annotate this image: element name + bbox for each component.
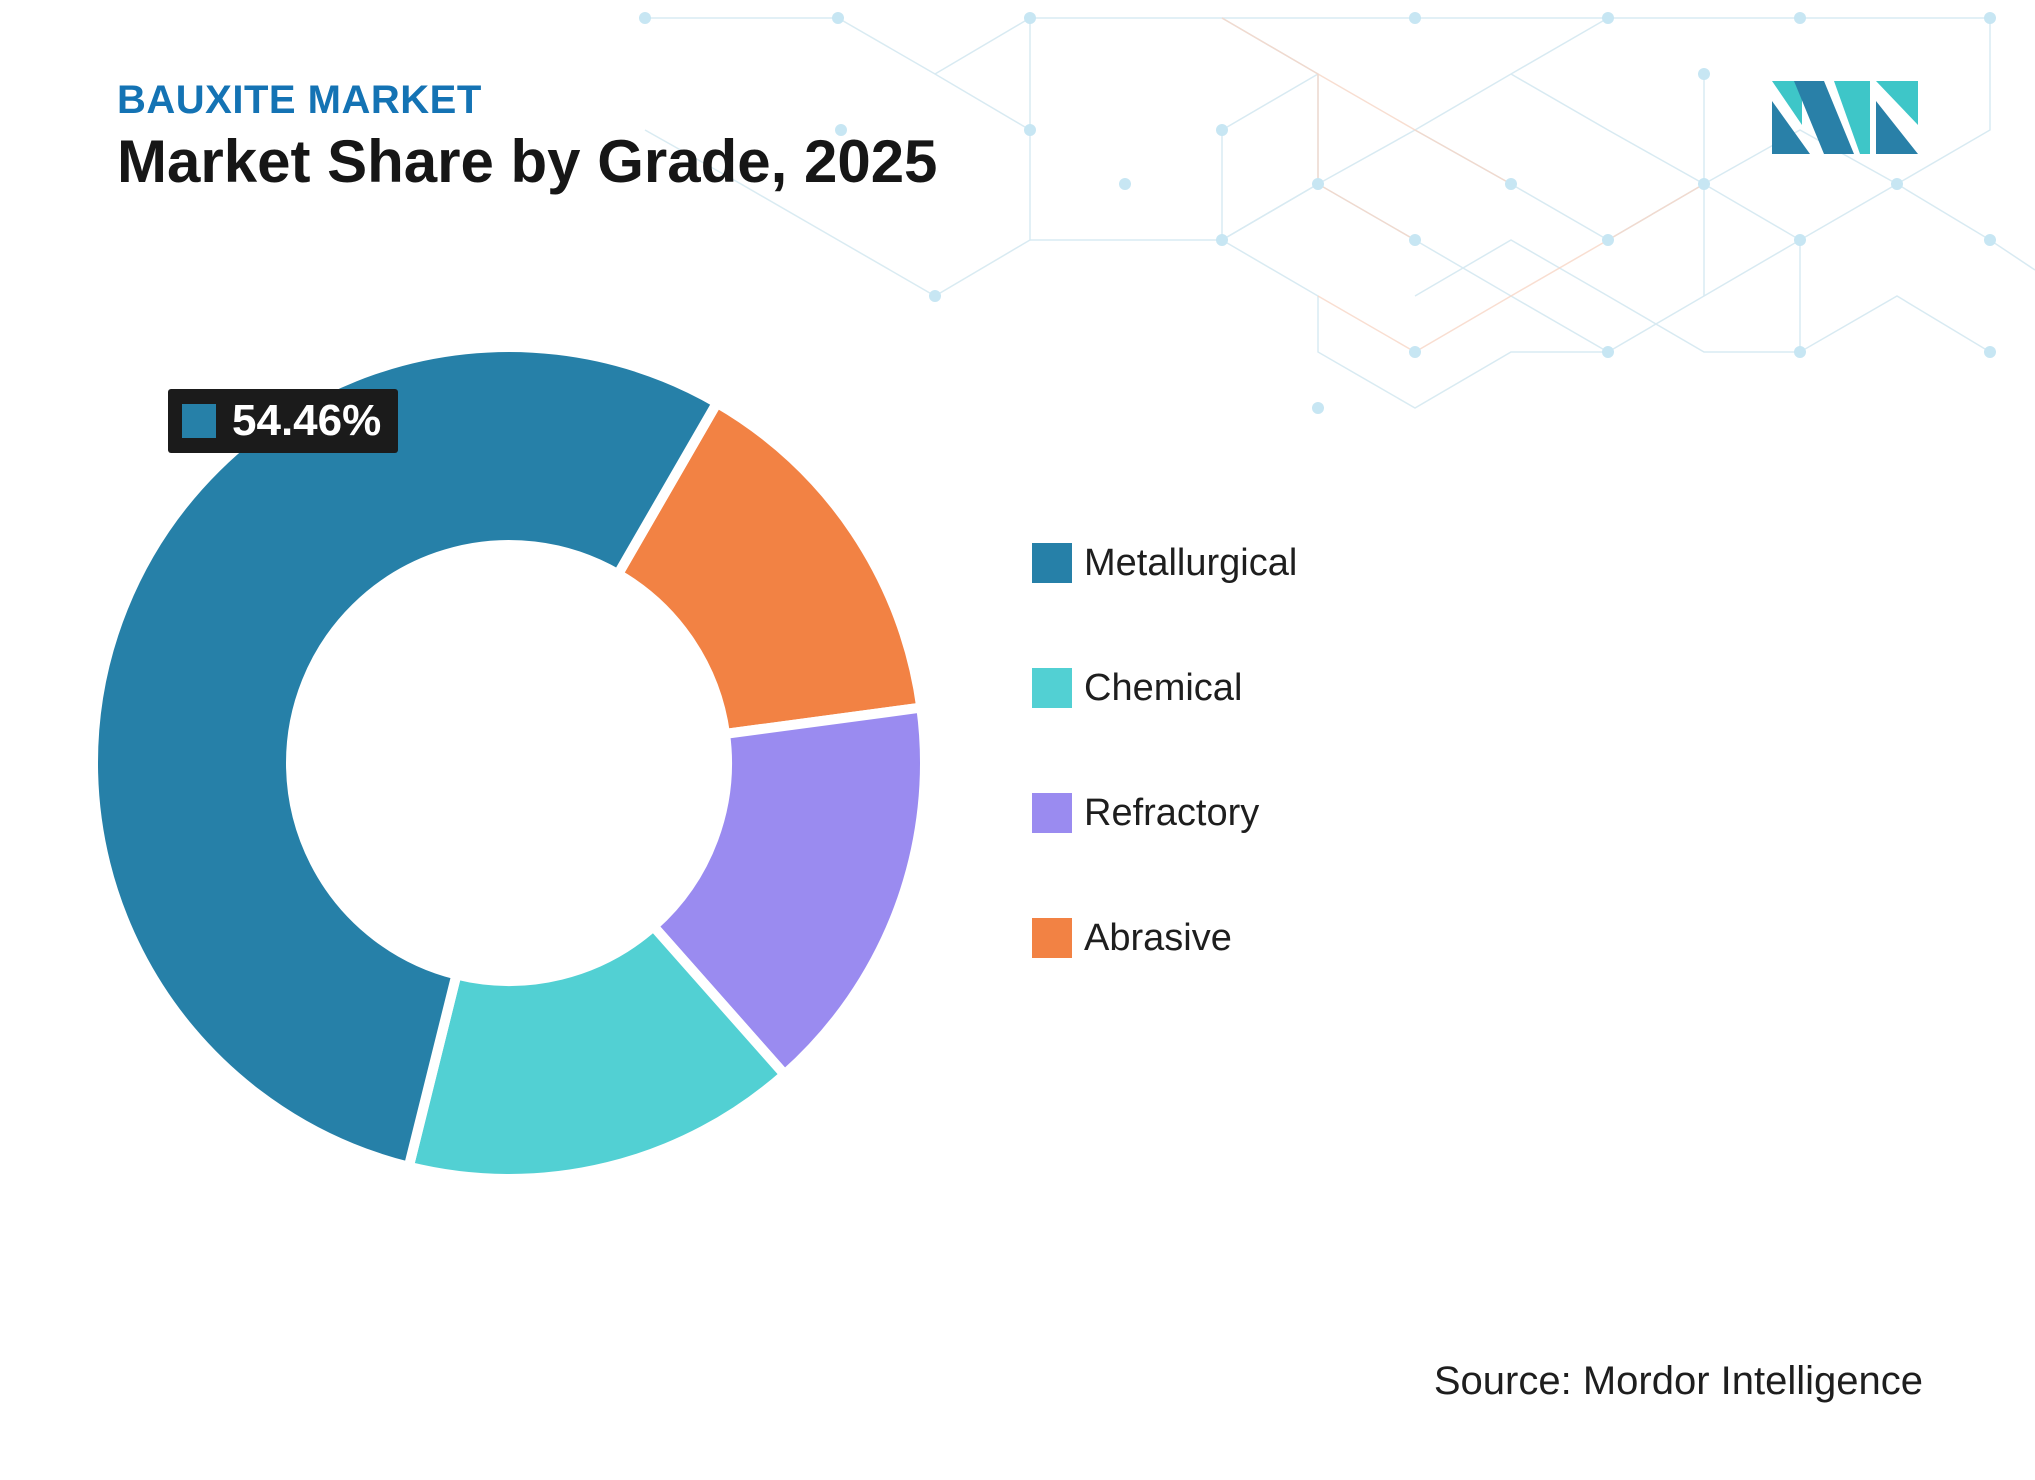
donut-slice-refractory [646,701,930,1082]
legend-swatch-chemical [1032,667,1072,708]
legend-label-refractory: Refractory [1084,791,1260,834]
legend-label-abrasive: Abrasive [1084,916,1232,959]
chart-title: Market Share by Grade, 2025 [117,128,938,195]
market-eyebrow: BAUXITE MARKET [117,78,482,122]
donut-slice-abrasive [611,395,927,740]
legend-item-refractory: Refractory [1032,750,1297,875]
legend-item-chemical: Chemical [1032,625,1297,750]
legend-swatch-abrasive [1032,917,1072,958]
donut-slice-chemical [402,919,792,1184]
legend-swatch-refractory [1032,792,1072,833]
source-note: Source: Mordor Intelligence [1433,1359,1923,1403]
chart-header: BAUXITE MARKET Market Share by Grade, 20… [117,76,937,198]
mordor-intelligence-logo-icon [1772,81,1918,154]
legend-label-metallurgical: Metallurgical [1084,541,1298,584]
legend-swatch-metallurgical [1032,542,1072,583]
callout-value-label: 54.46% [232,396,382,445]
callout-swatch [182,404,216,438]
donut-slice-metallurgical [88,342,724,1173]
legend-item-abrasive: Abrasive [1032,875,1297,1000]
chart-legend: Metallurgical Chemical Refractory Abrasi… [1032,500,1297,1000]
metallurgical-value-callout: 54.46% [168,389,398,453]
legend-label-chemical: Chemical [1084,666,1243,709]
legend-item-metallurgical: Metallurgical [1032,500,1297,625]
